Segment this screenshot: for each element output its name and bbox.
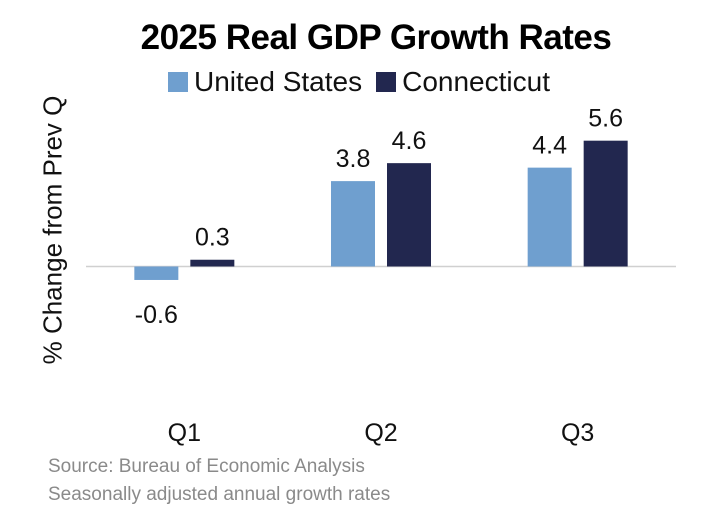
chart-title: 2025 Real GDP Growth Rates xyxy=(140,18,612,57)
data-label-connecticut-q3: 5.6 xyxy=(588,105,623,133)
bar-united-states-q3 xyxy=(527,167,572,267)
x-tick-label-q3: Q3 xyxy=(561,419,594,447)
data-label-united-states-q1: -0.6 xyxy=(135,301,178,329)
legend-label-united-states: United States xyxy=(194,66,363,97)
data-label-connecticut-q1: 0.3 xyxy=(195,224,230,252)
legend-item-united-states: United States xyxy=(168,66,362,98)
data-label-united-states-q3: 4.4 xyxy=(532,132,567,160)
bar-united-states-q1 xyxy=(134,266,179,280)
x-tick-label-q2: Q2 xyxy=(364,419,397,447)
data-label-connecticut-q2: 4.6 xyxy=(392,127,427,155)
legend: United States Connecticut xyxy=(168,66,564,98)
legend-swatch-connecticut xyxy=(376,72,397,92)
source-note: Source: Bureau of Economic Analysis xyxy=(48,456,365,477)
data-label-united-states-q2: 3.8 xyxy=(336,145,371,173)
bar-connecticut-q1 xyxy=(190,259,235,267)
description-note: Seasonally adjusted annual growth rates xyxy=(48,484,391,505)
bar-connecticut-q3 xyxy=(583,140,628,267)
bar-united-states-q2 xyxy=(331,181,375,267)
x-tick-label-q1: Q1 xyxy=(168,419,201,447)
legend-item-connecticut: Connecticut xyxy=(376,66,550,98)
bar-connecticut-q2 xyxy=(387,163,431,267)
legend-swatch-united-states xyxy=(168,72,188,92)
legend-label-connecticut: Connecticut xyxy=(402,66,550,97)
